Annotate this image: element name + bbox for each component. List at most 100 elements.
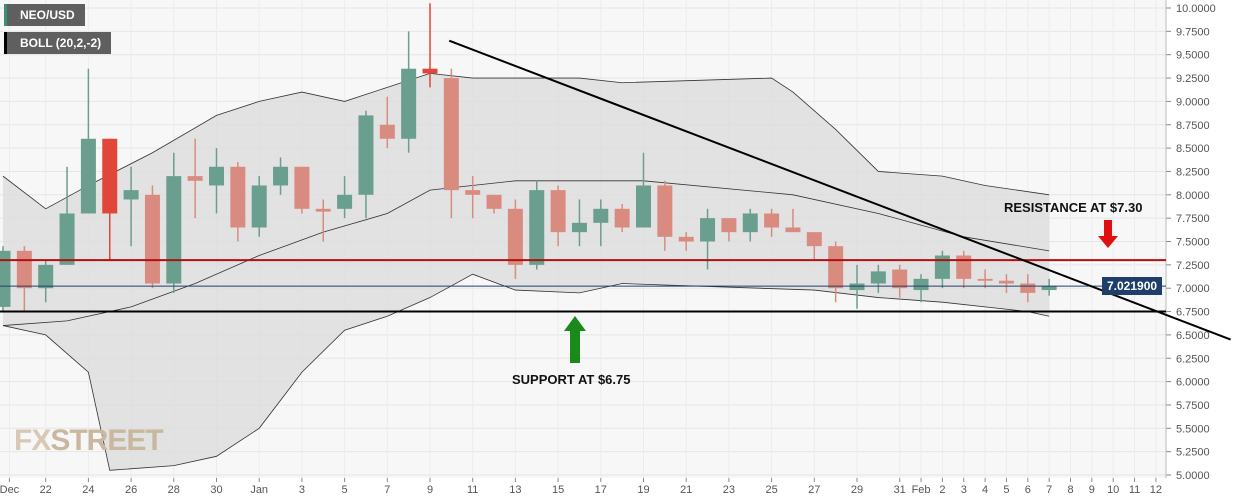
candle-down	[956, 255, 972, 279]
x-tick-label: 22	[40, 484, 52, 496]
y-tick-label: 9.7500	[1176, 26, 1210, 38]
x-tick-label: 8	[1067, 484, 1073, 496]
x-tick-label: 29	[851, 484, 863, 496]
candle-up	[636, 185, 651, 228]
y-tick-label: 9.2500	[1176, 73, 1210, 85]
x-tick-label: 6	[1025, 484, 1031, 496]
candle-up	[849, 283, 865, 291]
y-tick-label: 5.2500	[1176, 447, 1210, 459]
x-tick-label: 17	[595, 484, 607, 496]
resistance-annotation: RESISTANCE AT $7.30	[1004, 200, 1143, 215]
candle-up	[870, 271, 886, 284]
x-tick-label: 11	[1129, 484, 1140, 496]
candle-up	[913, 278, 929, 291]
candle-up	[251, 185, 267, 228]
y-tick-label: 9.0000	[1176, 96, 1210, 108]
x-tick-label: 27	[808, 484, 820, 496]
candle-down	[507, 208, 523, 265]
x-tick-label: Feb	[912, 484, 931, 496]
x-tick-label: 5	[342, 484, 348, 496]
x-tick-label: 3	[299, 484, 305, 496]
x-tick-label: 13	[509, 484, 521, 496]
indicator-legend[interactable]: BOLL (20,2,-2)	[4, 32, 112, 54]
y-tick-label: 6.7500	[1176, 307, 1210, 319]
x-tick-label: Dec	[0, 484, 20, 496]
current-price-label: 7.021900	[1102, 277, 1163, 295]
candle-down	[998, 280, 1014, 284]
y-tick-label: 9.5000	[1176, 50, 1210, 62]
y-tick-label: 8.5000	[1176, 143, 1210, 155]
x-tick-label: 11	[467, 484, 478, 496]
candle-down	[1020, 283, 1036, 293]
y-tick-label: 5.5000	[1176, 423, 1210, 435]
x-tick-label: 26	[125, 484, 137, 496]
candle-down	[614, 208, 630, 228]
candle-down	[806, 232, 822, 247]
x-tick-label: 5	[1003, 484, 1009, 496]
candle-down	[443, 78, 459, 191]
x-tick-label: 19	[637, 484, 649, 496]
candle-down	[102, 138, 118, 214]
support-arrow-icon	[564, 316, 586, 363]
boll-middle-line	[2, 180, 1050, 326]
candle-down	[315, 208, 331, 212]
y-tick-label: 7.2500	[1176, 260, 1210, 272]
y-tick-label: 6.5000	[1176, 330, 1210, 342]
x-tick-label: 9	[1089, 484, 1095, 496]
candle-up	[529, 190, 545, 265]
y-tick-label: 10.0000	[1176, 3, 1216, 15]
candle-up	[1041, 286, 1057, 291]
fxstreet-watermark: FXSTREET	[14, 424, 164, 457]
x-tick-label: 21	[680, 484, 692, 496]
candle-down	[977, 278, 993, 281]
candle-down	[785, 227, 801, 233]
symbol-legend[interactable]: NEO/USD	[4, 4, 85, 26]
candle-down	[379, 124, 395, 139]
candle-down	[144, 194, 160, 284]
y-tick-label: 5.7500	[1176, 400, 1210, 412]
candle-up	[593, 208, 609, 223]
y-tick-label: 5.0000	[1176, 470, 1210, 482]
x-tick-label: 9	[427, 484, 433, 496]
candle-up	[166, 176, 182, 284]
candle-up	[358, 115, 374, 195]
x-tick-label: 7	[384, 484, 390, 496]
candle-down	[828, 246, 844, 289]
candle-up	[123, 190, 139, 200]
y-tick-label: 7.7500	[1176, 213, 1210, 225]
y-tick-label: 7.5000	[1176, 237, 1210, 249]
candle-down	[764, 213, 780, 228]
y-tick-label: 8.2500	[1176, 166, 1210, 178]
candle-down	[230, 166, 246, 228]
resistance-arrow-icon	[1098, 220, 1118, 248]
y-tick-label: 8.0000	[1176, 190, 1210, 202]
x-tick-label: 30	[210, 484, 222, 496]
candle-up	[80, 138, 96, 214]
candle-up	[401, 68, 417, 139]
x-tick-label: 25	[765, 484, 777, 496]
candle-down	[678, 236, 694, 242]
candle-down	[465, 190, 481, 195]
x-tick-label: 31	[894, 484, 906, 496]
candle-down	[486, 194, 502, 209]
candle-up	[38, 264, 54, 289]
x-tick-label: Jan	[250, 484, 268, 496]
bollinger-band-fill	[3, 73, 1050, 471]
candle-up	[571, 222, 587, 233]
candle-down	[892, 269, 908, 289]
x-tick-label: 12	[1150, 484, 1162, 496]
x-tick-label: 4	[982, 484, 988, 496]
candle-up	[209, 166, 224, 186]
x-tick-label: 2	[939, 484, 945, 496]
y-tick-label: 6.0000	[1176, 377, 1210, 389]
candle-down	[16, 250, 32, 289]
x-tick-label: 23	[723, 484, 735, 496]
y-tick-label: 8.7500	[1176, 120, 1210, 132]
candle-down	[657, 185, 673, 237]
x-tick-label: 24	[82, 484, 94, 496]
x-tick-label: 10	[1107, 484, 1119, 496]
x-tick-label: 7	[1046, 484, 1052, 496]
candle-up	[934, 255, 950, 279]
candle-up	[742, 213, 758, 233]
